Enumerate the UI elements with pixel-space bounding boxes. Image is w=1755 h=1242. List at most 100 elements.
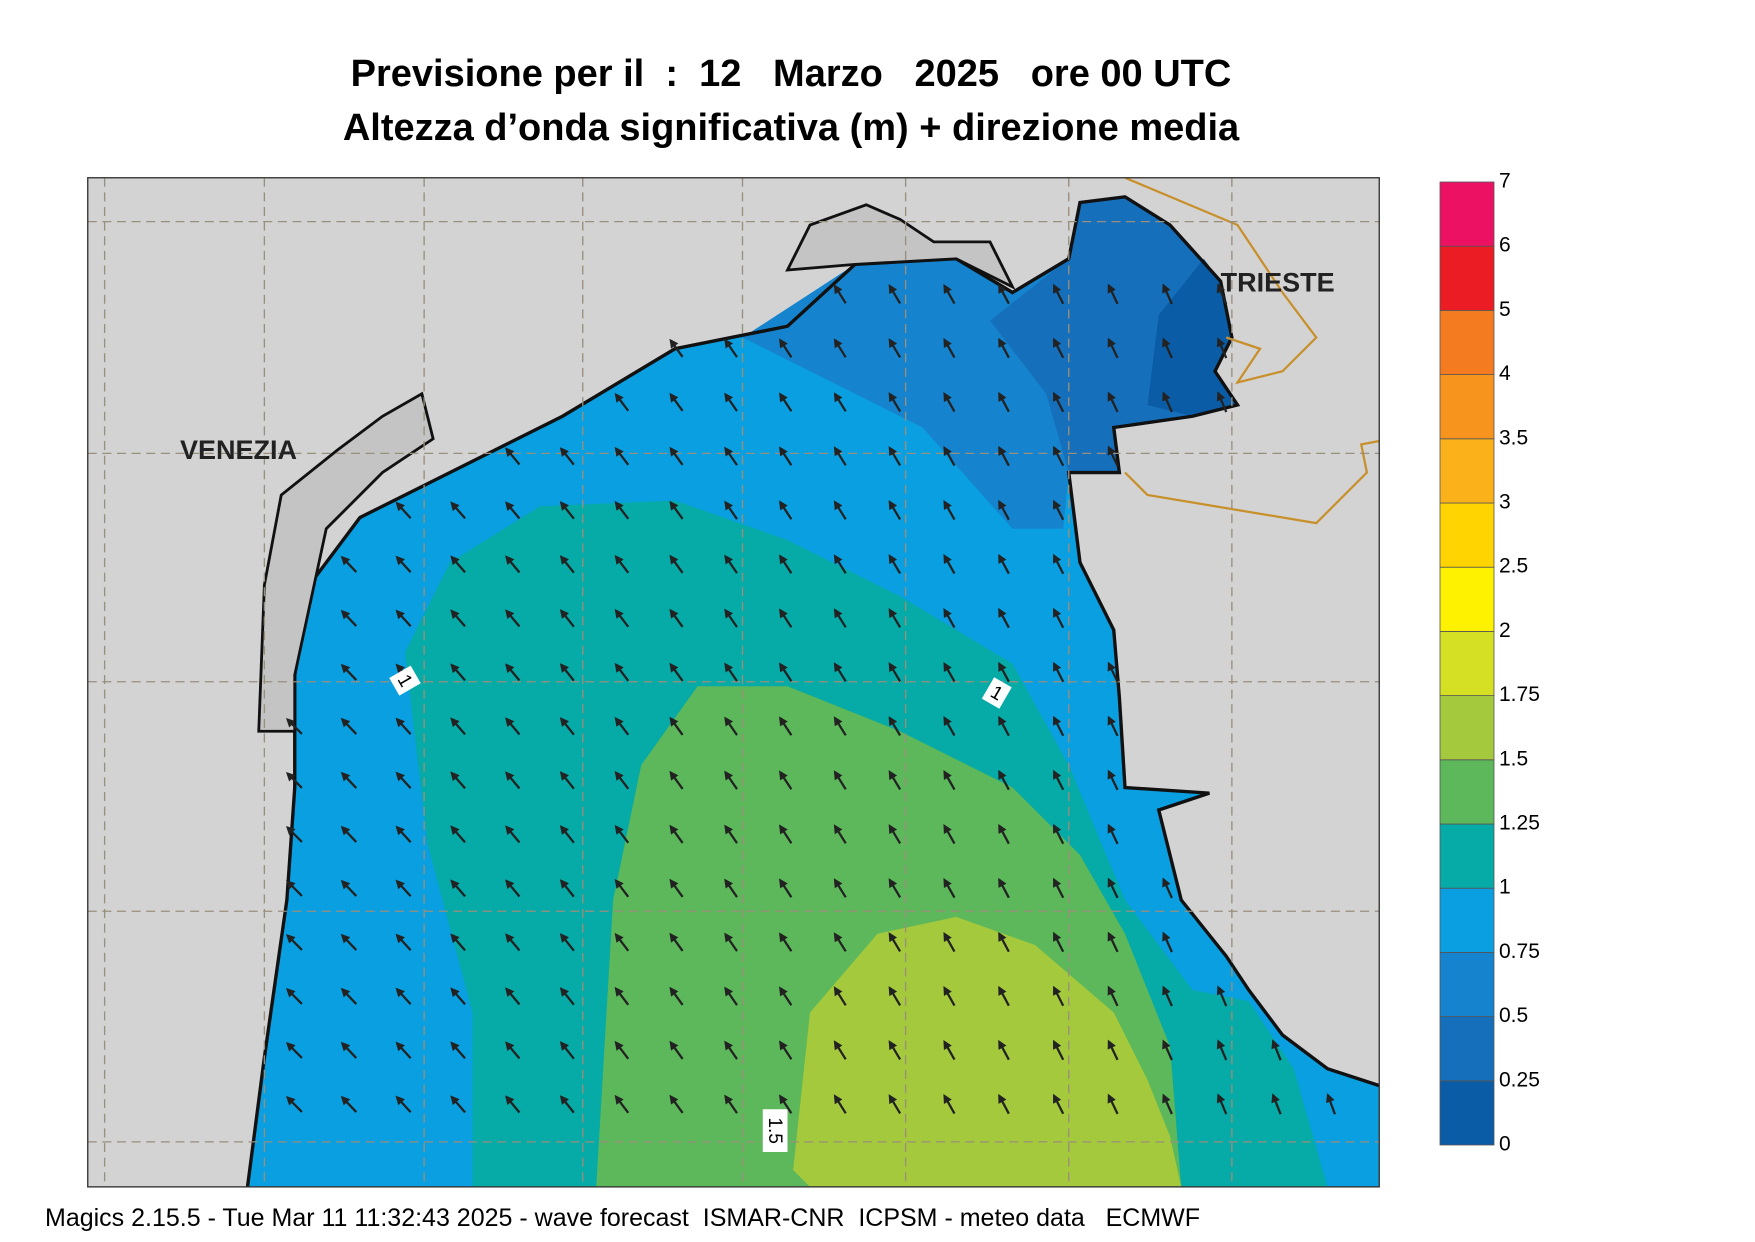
arrow [998, 1039, 1010, 1061]
arrow [395, 1041, 412, 1059]
arrow [1271, 1039, 1282, 1061]
arrow-head [559, 663, 569, 673]
arrow [779, 500, 793, 520]
arrow-head [724, 1094, 734, 1105]
arrow [724, 338, 738, 358]
arrow-head [505, 717, 515, 728]
arrow-head [450, 717, 460, 728]
arrow-head [669, 716, 679, 727]
arrow [1053, 985, 1065, 1007]
arrow-head [395, 609, 405, 620]
colorbar-label: 1 [1499, 876, 1511, 899]
arrow [614, 878, 630, 898]
arrow [943, 445, 956, 467]
land-strip [785, 203, 1016, 291]
arrow [1053, 499, 1065, 521]
arrow [340, 1041, 358, 1059]
arrow [833, 500, 847, 520]
arrow [559, 933, 575, 952]
colorbar-box [1439, 759, 1495, 825]
arrow-head [779, 878, 788, 889]
arrow [888, 1094, 902, 1115]
arrow-head [395, 663, 405, 674]
arrow [779, 338, 793, 358]
arrow-head [1053, 715, 1062, 726]
lagoon-land [257, 391, 435, 733]
arrow-head [1216, 1093, 1226, 1104]
arrow [833, 338, 847, 358]
arrow-head [724, 986, 734, 997]
arrow-head [998, 769, 1007, 780]
arrow [888, 500, 902, 521]
arrow-head [1162, 985, 1171, 996]
arrow-head [998, 391, 1007, 402]
arrow [779, 1094, 793, 1114]
arrow [888, 554, 902, 575]
arrow [1053, 607, 1065, 629]
arrow [669, 824, 684, 844]
arrow-head [779, 446, 788, 457]
arrow-head [340, 933, 351, 944]
colorbar-box [1439, 952, 1495, 1018]
arrow-head [669, 1094, 679, 1105]
arrow-head [998, 823, 1007, 834]
arrow [998, 337, 1010, 359]
arrow [669, 770, 684, 790]
arrow [724, 770, 738, 790]
arrow-head [1326, 1093, 1335, 1104]
arrow-head [779, 770, 788, 781]
sea-band [793, 916, 1182, 1187]
arrow-head [395, 879, 405, 890]
arrow-head [395, 933, 405, 944]
arrow [943, 499, 956, 521]
arrow [340, 717, 358, 735]
arrow [1107, 985, 1119, 1007]
arrow [833, 554, 847, 574]
arrow-head [1107, 337, 1116, 348]
arrow-head [505, 501, 515, 512]
arrow-head [1053, 499, 1062, 510]
arrow [1053, 1093, 1065, 1115]
arrow [669, 500, 684, 520]
arrow-head [888, 662, 898, 673]
arrow [1053, 877, 1065, 899]
arrow-head [724, 500, 734, 511]
arrow-head [833, 824, 843, 835]
arrow [559, 555, 575, 574]
colorbar-label: 1.25 [1499, 812, 1540, 835]
arrow-head [888, 770, 898, 781]
arrow [888, 284, 902, 305]
colorbar-box [1439, 1080, 1495, 1146]
arrow-head [833, 1040, 843, 1051]
arrow [1216, 1093, 1228, 1115]
arrow-head [450, 933, 460, 944]
arrow-head [1107, 931, 1116, 942]
arrow [505, 987, 521, 1006]
arrow-head [1053, 607, 1062, 618]
arrow-head [779, 1094, 788, 1105]
arrow [779, 392, 793, 412]
colorbar: 0 0.25 0.5 0.75 1 1.25 1.5 1.75 2 2.5 3 3.5 4 5 6 7 [1439, 170, 1540, 1156]
arrow-head [614, 878, 624, 889]
arrow [1107, 337, 1119, 359]
arrow-head [614, 662, 624, 673]
arrow [395, 933, 412, 951]
arrow-head [833, 1094, 843, 1105]
arrow-head [1053, 823, 1062, 834]
colorbar-box [1439, 309, 1495, 375]
arrow-head [779, 824, 788, 835]
arrow-head [888, 446, 898, 457]
arrow-head [724, 446, 734, 457]
arrow [1162, 985, 1173, 1007]
arrow [888, 986, 902, 1007]
colorbar-box [1439, 374, 1495, 440]
arrow-head [1216, 1039, 1226, 1050]
arrow-head [943, 1039, 952, 1051]
arrow [998, 391, 1010, 413]
arrow-head [450, 1041, 460, 1052]
colorbar-label: 2 [1499, 619, 1511, 642]
arrow-head [779, 986, 788, 997]
arrow-head [888, 284, 898, 295]
arrow-head [998, 877, 1007, 888]
arrow [998, 661, 1010, 683]
